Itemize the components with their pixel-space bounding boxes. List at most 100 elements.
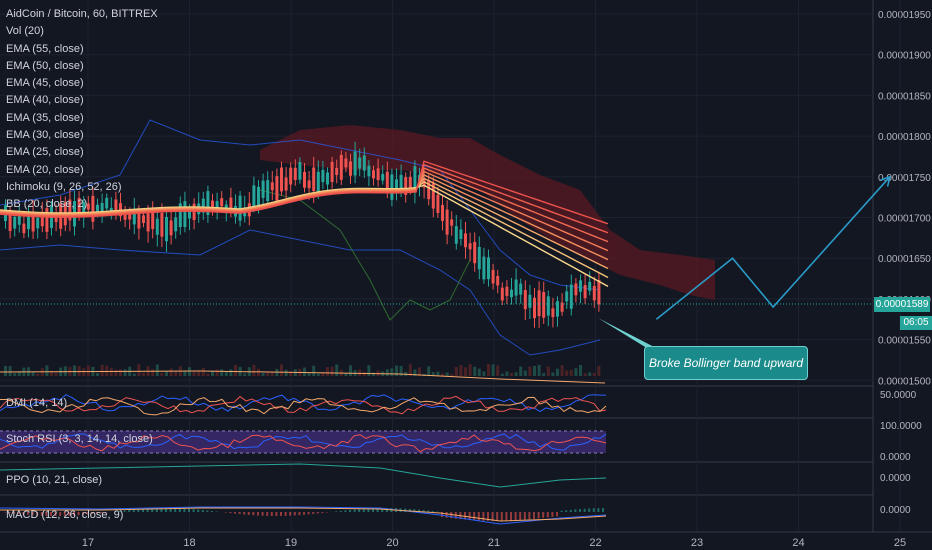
macd-bar [339, 510, 342, 512]
macd-bar [362, 508, 365, 512]
ppo-line [0, 463, 607, 488]
candle-body [335, 167, 339, 176]
legend-ema-50[interactable]: EMA (50, close) [6, 59, 84, 72]
macd-bar [247, 512, 250, 515]
volume-bar [418, 367, 421, 376]
price-tick-label: 0.00001750 [878, 173, 931, 184]
candle-body [284, 177, 288, 191]
volume-bar [183, 371, 187, 376]
ppo-pane-label[interactable]: PPO (10, 21, close) [6, 474, 102, 486]
macd-bar [192, 509, 195, 512]
volume-bar [358, 369, 362, 376]
legend-ema-45[interactable]: EMA (45, close) [6, 77, 84, 90]
macd-bar [82, 512, 85, 515]
candle-body [105, 197, 109, 209]
macd-bar [372, 508, 374, 512]
volume-bar [349, 365, 352, 376]
candle-body [569, 284, 573, 309]
candle-body [385, 171, 389, 194]
legend-bb[interactable]: BB (20, close, 2) [6, 198, 88, 211]
macd-bar [422, 510, 425, 512]
volume-bar [579, 364, 582, 376]
candle-body [201, 198, 205, 213]
candle-body [142, 215, 145, 223]
stoch-k [0, 433, 607, 451]
candle-body [77, 197, 81, 216]
macd-bar [17, 512, 20, 514]
macd-bar [96, 512, 98, 514]
candle-body [257, 186, 260, 207]
macd-bar [592, 508, 595, 512]
volume-bar [234, 364, 237, 376]
annotation-callout[interactable]: Broke Bollinger band upward [644, 346, 808, 380]
macd-bar [418, 509, 420, 512]
macd-bar [602, 508, 604, 512]
macd-bar [367, 508, 370, 512]
candle-body [473, 242, 477, 264]
macd-bar [174, 508, 177, 512]
candle-body [431, 182, 435, 209]
candle-body [546, 296, 550, 316]
candle-body [13, 216, 17, 229]
macd-bar [36, 512, 39, 516]
macd-bar [560, 510, 563, 512]
candle-body [206, 191, 210, 215]
volume-bar [4, 365, 7, 376]
legend-ichimoku[interactable]: Ichimoku (9, 26, 52, 26) [6, 180, 122, 193]
macd-bar [86, 512, 89, 515]
macd-bar [243, 512, 246, 515]
price-tick-label: 0.00001950 [878, 10, 931, 21]
macd-bar [298, 512, 301, 516]
candle-body [100, 202, 104, 213]
candle-body [298, 162, 302, 180]
dmi-pane-label[interactable]: DMI (14, 14) [6, 397, 68, 409]
legend-ema-35[interactable]: EMA (35, close) [6, 111, 84, 124]
candle-body [326, 172, 329, 185]
price-tick-label: 0.00001850 [878, 91, 931, 102]
candle-body [408, 176, 412, 191]
legend-ema-40[interactable]: EMA (40, close) [6, 94, 84, 107]
legend-ema-55[interactable]: EMA (55, close) [6, 42, 84, 55]
macd-pane-label[interactable]: MACD (12, 26, close, 9) [6, 509, 124, 521]
candle-body [487, 257, 490, 280]
volume-bar [229, 369, 233, 376]
macd-bar [114, 511, 117, 512]
stoch-pane-label[interactable]: Stoch RSI (3, 3, 14, 14, close) [6, 433, 153, 445]
legend-ema-30[interactable]: EMA (30, close) [6, 129, 84, 142]
macd-bar [312, 512, 315, 514]
macd-bar [533, 512, 535, 519]
candle-body [565, 291, 569, 302]
macd-bar [45, 512, 48, 516]
macd-bar [27, 512, 29, 515]
time-tick-label: 21 [488, 537, 500, 549]
macd-bar [293, 512, 296, 516]
candle-body [468, 243, 472, 250]
macd-bar [100, 512, 103, 514]
candle-body [413, 166, 417, 192]
volume-bar [119, 369, 122, 376]
candle-body [427, 179, 431, 200]
macd-bar [266, 512, 269, 516]
candle-body [556, 301, 559, 317]
volume-bar [335, 364, 339, 376]
macd-bar [31, 512, 34, 516]
volume-bar [385, 369, 389, 376]
volume-bar [169, 368, 173, 376]
candle-body [68, 199, 72, 221]
candle-body [381, 173, 385, 181]
legend-ema-20[interactable]: EMA (20, close) [6, 163, 84, 176]
volume-bar [560, 365, 564, 376]
volume-bar [211, 371, 214, 376]
indicator-legend: AidCoin / Bitcoin, 60, BITTREX Vol (20) … [6, 6, 158, 214]
ppo-axis-label: 0.0000 [880, 473, 911, 484]
stoch-band [0, 431, 606, 453]
candle-body [82, 202, 86, 217]
legend-vol[interactable]: Vol (20) [6, 25, 44, 38]
candle-body [362, 155, 366, 171]
legend-ema-25[interactable]: EMA (25, close) [6, 146, 84, 159]
symbol-title[interactable]: AidCoin / Bitcoin, 60, BITTREX [6, 8, 158, 20]
candle-body [358, 157, 362, 169]
macd-bar [316, 512, 319, 514]
volume-bar [487, 364, 490, 376]
